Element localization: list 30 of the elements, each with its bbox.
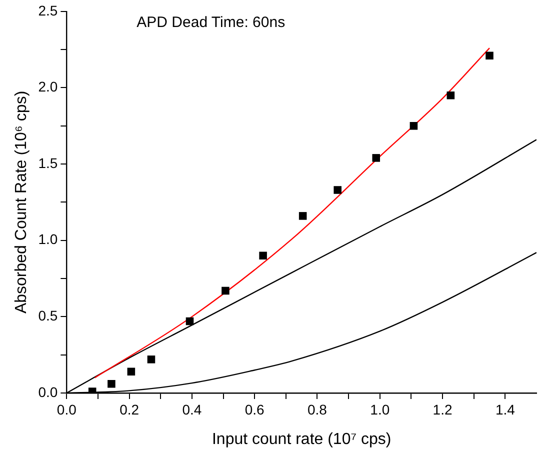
- point: [372, 154, 380, 162]
- y-tick-label: 1.0: [38, 231, 58, 248]
- annotation: APD Dead Time: 60ns: [136, 14, 286, 32]
- point: [486, 52, 494, 60]
- x-tick-label: 1.0: [370, 401, 390, 418]
- point: [222, 286, 230, 295]
- x-tick-label: 1.2: [432, 401, 452, 418]
- y-tick-label: 2.0: [38, 78, 58, 95]
- y-axis-title: Absorbed Count Rate (10⁶ cps): [13, 90, 30, 314]
- point: [147, 356, 156, 364]
- x-tick-label: 0.4: [182, 401, 202, 418]
- point: [127, 368, 136, 376]
- point: [259, 252, 267, 260]
- point: [446, 91, 455, 100]
- x-axis-title: Input count rate (10⁷ cps): [212, 430, 392, 448]
- y-tick-label: 2.5: [38, 2, 58, 18]
- x-tick-label: 0.8: [308, 401, 328, 418]
- y-tick-label: 1.5: [38, 154, 58, 171]
- point: [108, 380, 116, 388]
- point: [186, 317, 194, 326]
- point: [298, 212, 307, 220]
- y-tick-label: 0.5: [38, 308, 58, 324]
- x-tick-label: 0.6: [244, 401, 265, 418]
- point: [334, 186, 342, 194]
- x-tick-label: 0.2: [120, 401, 140, 418]
- line-series: [94, 47, 490, 378]
- x-tick-label: 1.4: [495, 401, 516, 418]
- x-tick-label: 0.0: [56, 401, 77, 418]
- y-tick-label: 0.0: [38, 384, 58, 400]
- point: [410, 122, 418, 130]
